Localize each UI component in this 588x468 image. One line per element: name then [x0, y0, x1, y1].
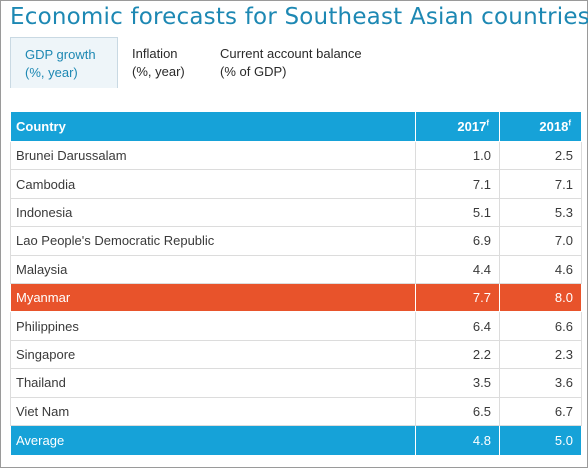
value-2018: 8.0 — [499, 282, 582, 313]
value-2017: 6.5 — [415, 396, 500, 426]
country-name: Brunei Darussalam — [10, 140, 416, 171]
table-row: Cambodia 7.1 7.1 — [10, 169, 582, 199]
value-2017: 7.7 — [415, 282, 500, 313]
tab-bar: GDP growth (%, year) Inflation (%, year)… — [10, 37, 581, 88]
page-title: Economic forecasts for Southeast Asian c… — [10, 4, 588, 30]
value-2018: 2.5 — [499, 140, 582, 171]
table-row: Viet Nam 6.5 6.7 — [10, 396, 582, 426]
header-2018: 2018f — [499, 111, 582, 142]
country-name: Philippines — [10, 311, 416, 341]
tab-gdp-growth-unit: (%, year) — [25, 65, 78, 80]
country-name: Viet Nam — [10, 396, 416, 426]
tab-inflation-unit: (%, year) — [132, 64, 185, 79]
value-2017: 6.4 — [415, 311, 500, 341]
header-2018-label: 2018 — [539, 119, 569, 134]
header-2018-forecast-mark: f — [568, 118, 571, 128]
country-name: Indonesia — [10, 197, 416, 228]
header-country: Country — [10, 111, 416, 142]
country-name: Cambodia — [10, 169, 416, 199]
value-2017: 2.2 — [415, 339, 500, 370]
header-2017-label: 2017 — [457, 119, 487, 134]
table-row: Singapore 2.2 2.3 — [10, 339, 582, 370]
average-2018: 5.0 — [499, 424, 582, 456]
value-2018: 6.6 — [499, 311, 582, 341]
value-2018: 6.7 — [499, 396, 582, 426]
average-label: Average — [10, 424, 416, 456]
tab-current-account-balance[interactable]: Current account balance (% of GDP) — [206, 37, 386, 88]
country-name: Myanmar — [10, 282, 416, 313]
country-name: Lao People's Democratic Republic — [10, 226, 416, 256]
value-2017: 1.0 — [415, 140, 500, 171]
tab-current-account-unit: (% of GDP) — [220, 64, 287, 79]
value-2017: 3.5 — [415, 368, 500, 398]
value-2018: 7.1 — [499, 169, 582, 199]
value-2017: 7.1 — [415, 169, 500, 199]
country-name: Thailand — [10, 368, 416, 398]
table-row-highlighted: Myanmar 7.7 8.0 — [10, 282, 582, 313]
average-2017: 4.8 — [415, 424, 500, 456]
table-row: Thailand 3.5 3.6 — [10, 368, 582, 398]
value-2018: 2.3 — [499, 339, 582, 370]
table-row: Indonesia 5.1 5.3 — [10, 197, 582, 228]
table-row: Lao People's Democratic Republic 6.9 7.0 — [10, 226, 582, 256]
header-2017-forecast-mark: f — [486, 118, 489, 128]
table-row: Malaysia 4.4 4.6 — [10, 254, 582, 284]
tab-gdp-growth[interactable]: GDP growth (%, year) — [10, 37, 118, 88]
table-row-average: Average 4.8 5.0 — [10, 424, 582, 456]
value-2017: 6.9 — [415, 226, 500, 256]
header-2017: 2017f — [415, 111, 500, 142]
tab-inflation[interactable]: Inflation (%, year) — [118, 37, 208, 88]
forecast-table-container: Country 2017f 2018f Brunei Darussalam 1.… — [10, 111, 582, 456]
value-2018: 5.3 — [499, 197, 582, 228]
table-header-row: Country 2017f 2018f — [10, 111, 582, 142]
value-2017: 4.4 — [415, 254, 500, 284]
value-2018: 4.6 — [499, 254, 582, 284]
tab-inflation-label: Inflation — [132, 46, 178, 61]
country-name: Singapore — [10, 339, 416, 370]
value-2018: 3.6 — [499, 368, 582, 398]
forecast-table: Country 2017f 2018f Brunei Darussalam 1.… — [10, 111, 582, 456]
value-2017: 5.1 — [415, 197, 500, 228]
table-row: Philippines 6.4 6.6 — [10, 311, 582, 341]
tab-gdp-growth-label: GDP growth — [25, 47, 96, 62]
tab-current-account-label: Current account balance — [220, 46, 362, 61]
value-2018: 7.0 — [499, 226, 582, 256]
table-row: Brunei Darussalam 1.0 2.5 — [10, 140, 582, 171]
country-name: Malaysia — [10, 254, 416, 284]
